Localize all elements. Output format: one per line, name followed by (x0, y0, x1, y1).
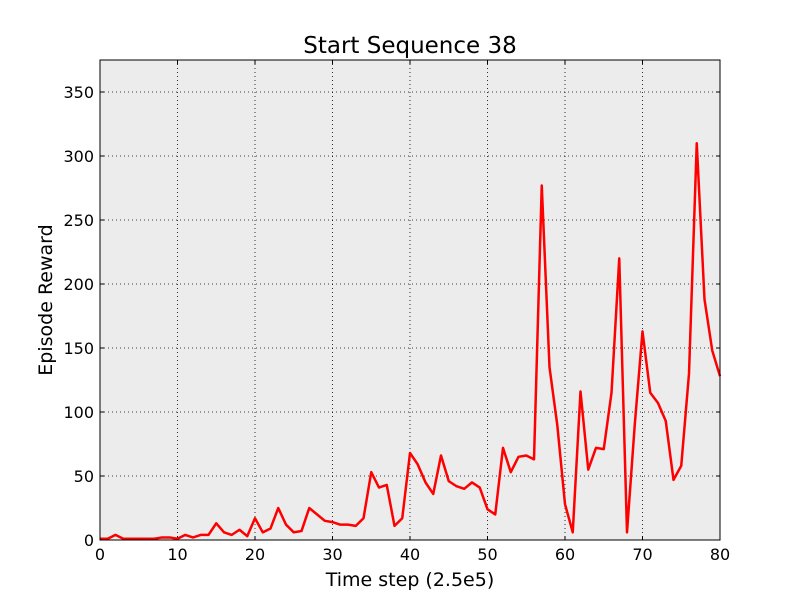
series-group (100, 141, 722, 540)
x-tick-label: 40 (400, 545, 420, 564)
axis-ticks: 0 10 20 30 40 50 60 70 80 0 50 100 150 200 250 300 350 (63, 60, 730, 564)
y-tick-label: 200 (63, 275, 94, 294)
y-tick-label: 300 (63, 147, 94, 166)
y-axis-label: Episode Reward (35, 224, 57, 375)
x-tick-label: 80 (710, 545, 730, 564)
x-tick-label: 20 (245, 545, 265, 564)
plot-frame (99, 59, 721, 541)
y-tick-label: 350 (63, 83, 94, 102)
x-tick-label: 10 (167, 545, 187, 564)
x-tick-label: 30 (322, 545, 342, 564)
y-tick-label: 150 (63, 339, 94, 358)
x-tick-label: 70 (632, 545, 652, 564)
y-tick-label: 0 (84, 531, 94, 550)
y-tick-label: 50 (74, 467, 94, 486)
x-tick-label: 50 (477, 545, 497, 564)
x-axis-label: Time step (2.5e5) (325, 569, 495, 591)
series-line (100, 141, 722, 540)
x-tick-label: 0 (95, 545, 105, 564)
y-tick-label: 250 (63, 211, 94, 230)
x-tick-label: 60 (555, 545, 575, 564)
y-tick-label: 100 (63, 403, 94, 422)
chart-title: Start Sequence 38 (303, 33, 517, 59)
